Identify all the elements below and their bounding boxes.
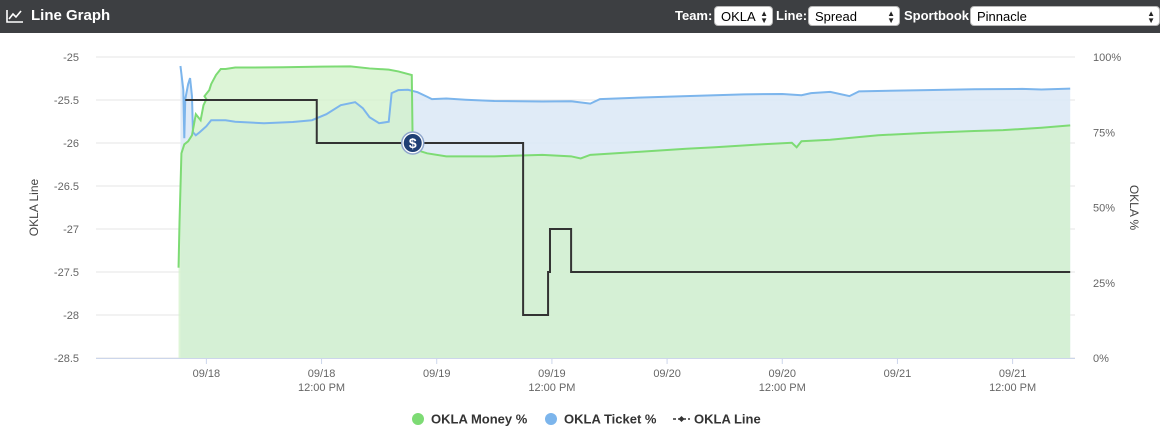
- y-tick-label: -27: [63, 224, 79, 236]
- y-tick-label: 0%: [1093, 353, 1109, 365]
- series-areas: [178, 66, 1071, 359]
- x-axis: 09/18 09/18 12:00 PM 09/19 09/19 12:00 PM 09/2…: [96, 358, 1075, 394]
- ticket-series-line: [179, 65, 1071, 139]
- x-tick-label: 09/21: [884, 368, 912, 380]
- x-tick-label: 09/21: [999, 368, 1027, 380]
- legend-label: OKLA Line: [694, 412, 761, 427]
- circle-icon: [412, 413, 424, 425]
- title-wrap: Line Graph: [6, 7, 110, 24]
- okla-line-series: [185, 99, 1071, 316]
- legend-label: OKLA Ticket %: [564, 412, 657, 427]
- x-tick-label: 12:00 PM: [528, 382, 575, 394]
- y-tick-label: -25.5: [54, 95, 79, 107]
- money-area: [178, 66, 1071, 359]
- x-tick-label: 09/18: [193, 368, 221, 380]
- y-tick-label: 25%: [1093, 278, 1115, 290]
- x-tick-label: 09/19: [423, 368, 451, 380]
- page-title: Line Graph: [31, 7, 111, 24]
- series-lines: [177, 65, 1071, 316]
- select-arrows-icon: ▲ ▼: [1147, 9, 1155, 25]
- legend-item-money[interactable]: OKLA Money %: [412, 412, 528, 427]
- chart-header: Line Graph Team: OKLA ▲ ▼ Line: Spread ▲ ▼…: [0, 0, 1160, 33]
- line-select[interactable]: Spread ▲ ▼: [808, 6, 900, 26]
- line-marker-icon: [673, 416, 690, 422]
- y-tick-label: 50%: [1093, 203, 1115, 215]
- money-series-line: [177, 65, 1071, 268]
- line-select-value: Spread: [815, 9, 857, 24]
- legend: OKLA Money % OKLA Ticket % OKLA Line: [412, 412, 761, 427]
- select-arrows-icon: ▲ ▼: [887, 9, 895, 25]
- y-axis-right: 100% 75% 50% 25% 0%: [1093, 52, 1121, 365]
- select-arrows-icon: ▲ ▼: [760, 9, 768, 25]
- y-tick-label: -28: [63, 310, 79, 322]
- y-axis-left-title: OKLA Line: [27, 178, 41, 236]
- team-select-value: OKLA: [721, 9, 756, 24]
- sportbook-select-value: Pinnacle: [977, 9, 1027, 24]
- x-tick-label: 12:00 PM: [989, 382, 1036, 394]
- dollar-marker-icon: [403, 134, 422, 152]
- sportbook-label: Sportbook:: [904, 8, 974, 23]
- y-tick-label: -25: [63, 52, 79, 64]
- y-axis-right-title: OKLA %: [1127, 185, 1141, 231]
- x-tick-label: 12:00 PM: [298, 382, 345, 394]
- x-tick-label: 09/19: [538, 368, 566, 380]
- circle-icon: [545, 413, 557, 425]
- line-label: Line:: [776, 8, 808, 23]
- y-tick-label: -26.5: [54, 181, 79, 193]
- line-chart: $ -25 -25.5 -26 -26.5 -27 -27.5 -28 -28.5 100% 7…: [27, 52, 1141, 427]
- legend-label: OKLA Money %: [431, 412, 528, 427]
- legend-item-line[interactable]: OKLA Line: [673, 412, 761, 427]
- y-tick-label: -27.5: [54, 267, 79, 279]
- team-select[interactable]: OKLA ▲ ▼: [714, 6, 773, 26]
- y-axis-left: -25 -25.5 -26 -26.5 -27 -27.5 -28 -28.5: [54, 52, 79, 365]
- line-marker[interactable]: $: [400, 131, 425, 155]
- line-chart-icon: [6, 9, 23, 23]
- x-tick-label: 09/20: [653, 368, 681, 380]
- y-tick-label: 100%: [1093, 52, 1121, 64]
- x-tick-label: 09/18: [308, 368, 336, 380]
- legend-item-ticket[interactable]: OKLA Ticket %: [545, 412, 657, 427]
- y-tick-label: -28.5: [54, 353, 79, 365]
- y-tick-label: -26: [63, 138, 79, 150]
- x-tick-label: 09/20: [768, 368, 796, 380]
- marker-label: $: [409, 135, 417, 151]
- sportbook-select[interactable]: Pinnacle ▲ ▼: [970, 6, 1160, 26]
- team-label: Team:: [675, 8, 713, 23]
- y-tick-label: 75%: [1093, 127, 1115, 139]
- x-tick-label: 12:00 PM: [759, 382, 806, 394]
